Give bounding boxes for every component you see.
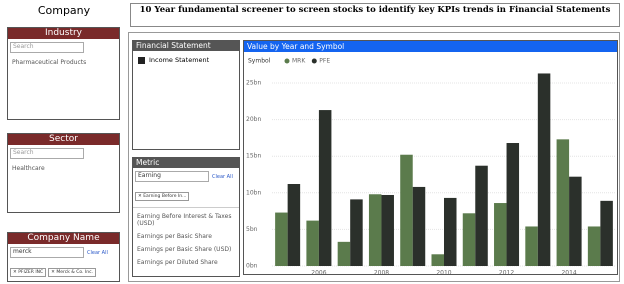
x-tick-label: 2012 <box>499 270 514 275</box>
chip[interactable]: PFIZER INC <box>10 268 47 277</box>
panel-header: Metric <box>133 158 239 168</box>
bar <box>587 226 601 266</box>
legend-label: PFE <box>319 58 330 65</box>
bar <box>475 165 488 266</box>
sector-panel: Sector Search Healthcare <box>7 133 120 213</box>
bar <box>431 254 444 266</box>
bar <box>462 213 476 266</box>
bar <box>287 184 301 266</box>
clear-all[interactable]: Clear All <box>87 249 108 256</box>
search-box[interactable]: Search <box>10 148 84 159</box>
list-item[interactable]: Earnings per Basic Share (USD) <box>137 246 232 253</box>
bar <box>600 200 613 266</box>
list-item[interactable]: Income Statement <box>149 56 210 64</box>
chip[interactable]: Earning Before In... <box>135 192 190 201</box>
y-tick-label: 15bn <box>246 153 261 160</box>
x-tick-label: 2014 <box>561 270 576 275</box>
bar <box>350 199 363 266</box>
list-item[interactable]: Pharmaceutical Products <box>12 59 87 66</box>
bar <box>412 186 426 266</box>
bar <box>306 220 319 266</box>
list-item[interactable]: Earnings per Basic Share <box>137 233 212 240</box>
legend-marker <box>284 58 290 64</box>
x-tick-label: 2008 <box>374 270 389 275</box>
search-box[interactable]: merck <box>10 247 84 258</box>
panel-header: Company Name <box>8 233 119 244</box>
y-tick-label: 0bn <box>246 263 258 270</box>
bar <box>569 176 582 266</box>
chart: Symbol 0bn 5bn 10bn 15bn 20bn 25bn MRK PFE 2006 2… <box>246 58 616 275</box>
financial-statement-panel: Financial Statement Income Statement <box>132 40 240 150</box>
checkbox[interactable] <box>138 56 145 64</box>
bar <box>537 73 551 267</box>
list-item[interactable]: Healthcare <box>12 165 45 172</box>
bar <box>337 241 351 266</box>
bar <box>400 154 413 266</box>
search-box[interactable]: Earning <box>135 171 209 182</box>
bar <box>444 197 457 266</box>
search-box[interactable]: Search <box>10 42 84 53</box>
panel-header: Financial Statement <box>133 41 239 51</box>
x-tick-label: 2010 <box>436 270 451 275</box>
bar <box>275 212 288 266</box>
y-tick-label: 25bn <box>246 79 261 86</box>
chart-title: Value by Year and Symbol <box>244 41 617 52</box>
panel-header: Sector <box>8 134 119 145</box>
legend-marker <box>311 58 317 64</box>
list-item[interactable]: Earnings per Diluted Share <box>137 259 218 266</box>
clear-all[interactable]: Clear All <box>212 173 233 180</box>
legend-title: Symbol <box>248 58 271 65</box>
header: 10 Year fundamental screener to screen s… <box>130 3 620 27</box>
bar <box>506 143 520 266</box>
x-tick-label: 2006 <box>311 270 326 275</box>
chart-panel: Value by Year and Symbol Symbol 0bn 5bn 10… <box>243 40 618 275</box>
y-tick-label: 5bn <box>246 226 258 233</box>
chip[interactable]: Merck & Co. Inc. <box>48 268 96 277</box>
bar <box>525 226 538 266</box>
bar <box>556 139 570 266</box>
legend-label: MRK <box>292 58 306 65</box>
bar <box>318 110 332 266</box>
y-tick-label: 20bn <box>246 116 261 123</box>
bar <box>368 194 382 266</box>
company-title: Company <box>37 4 91 17</box>
y-tick-label: 10bn <box>246 189 261 196</box>
industry-panel: Industry Search Pharmaceutical Products <box>7 27 120 120</box>
bar <box>381 194 394 266</box>
bar <box>494 203 507 266</box>
panel-header: Industry <box>8 28 119 39</box>
header-title: 10 Year fundamental screener to screen s… <box>139 5 611 15</box>
list-item[interactable]: Earning Before Interest & Taxes (USD) <box>137 213 232 227</box>
